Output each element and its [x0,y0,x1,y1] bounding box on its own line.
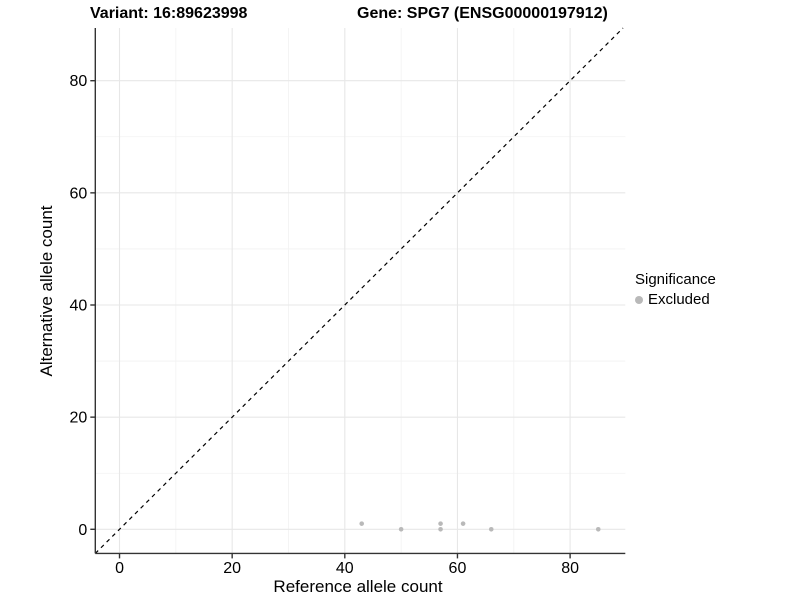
y-tick-label: 60 [70,185,88,202]
legend-item: Excluded [635,291,716,308]
data-point [460,521,466,526]
y-tick-label: 0 [78,522,87,539]
legend-point-icon [635,295,643,304]
data-point [438,521,443,526]
y-tick-label: 20 [70,410,88,427]
plot-title-variant: Variant: 16:89623998 [90,5,248,22]
data-point [595,526,601,532]
y-tick-label: 80 [70,73,88,90]
plot-title-gene: Gene: SPG7 (ENSG00000197912) [357,5,608,22]
legend-title: Significance [635,271,716,288]
y-axis-title: Alternative allele count [37,205,56,377]
y-tick-label: 40 [70,297,88,314]
x-tick-label: 80 [561,560,579,577]
x-tick-label: 20 [223,560,241,577]
data-point [438,526,443,532]
data-point [488,526,494,532]
legend-item-label: Excluded [648,291,710,308]
x-tick-label: 60 [449,560,467,577]
data-point [359,521,365,526]
x-tick-label: 40 [336,560,354,577]
identity-reference-line [94,27,624,554]
x-tick-label: 0 [115,560,124,577]
x-axis-title: Reference allele count [273,577,443,596]
legend: Significance Excluded [635,271,716,308]
data-point [398,526,404,532]
